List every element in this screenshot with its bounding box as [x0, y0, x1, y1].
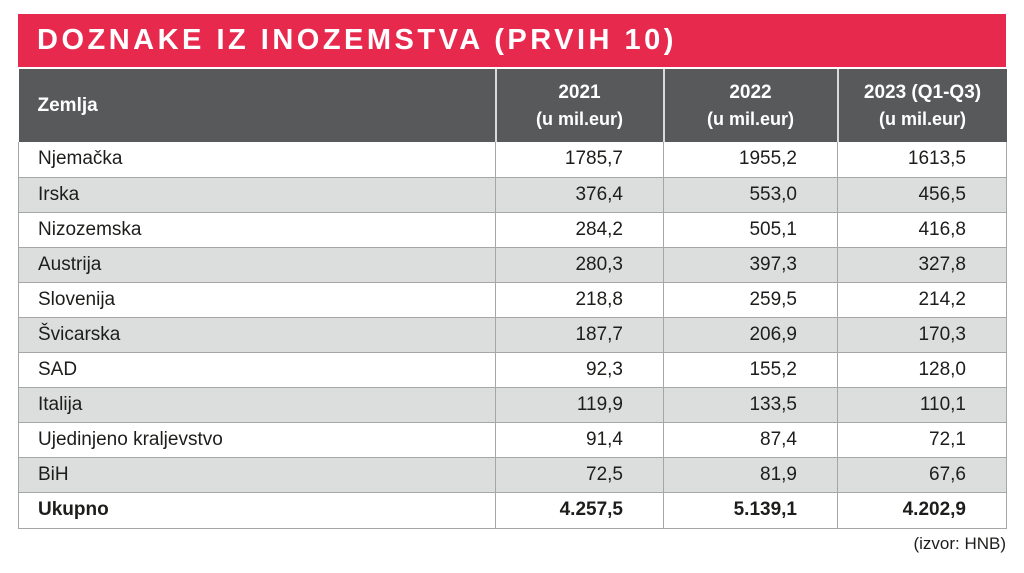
cell-2022: 87,4 — [663, 421, 838, 458]
cell-2023: 170,3 — [837, 316, 1007, 353]
table-row: SAD 92,3 155,2 128,0 — [18, 351, 1007, 388]
column-header-label: 2021 — [558, 81, 601, 103]
cell-country: Nizozemska — [18, 211, 496, 248]
header-row: Zemlja 2021 (u mil.eur) 2022 (u mil.eur)… — [18, 69, 1007, 142]
table-row: Italija 119,9 133,5 110,1 — [18, 386, 1007, 423]
cell-total-2022: 5.139,1 — [663, 491, 838, 529]
cell-2022: 133,5 — [663, 386, 838, 423]
cell-2021: 119,9 — [495, 386, 664, 423]
cell-2022: 155,2 — [663, 351, 838, 388]
cell-country: Slovenija — [18, 281, 496, 318]
source-note: (izvor: HNB) — [913, 534, 1006, 553]
cell-country: BiH — [18, 456, 496, 493]
cell-2023: 1613,5 — [837, 142, 1007, 178]
cell-2021: 376,4 — [495, 176, 664, 213]
cell-2023: 72,1 — [837, 421, 1007, 458]
cell-total-2021: 4.257,5 — [495, 491, 664, 529]
cell-2022: 206,9 — [663, 316, 838, 353]
cell-country: Švicarska — [18, 316, 496, 353]
title-bar: DOZNAKE IZ INOZEMSTVA (PRVIH 10) — [18, 14, 1006, 67]
total-row: Ukupno 4.257,5 5.139,1 4.202,9 — [18, 491, 1007, 529]
table-row: Slovenija 218,8 259,5 214,2 — [18, 281, 1007, 318]
table-row: Njemačka 1785,7 1955,2 1613,5 — [18, 142, 1007, 178]
cell-2023: 67,6 — [837, 456, 1007, 493]
column-header-label: 2023 (Q1-Q3) — [863, 81, 982, 103]
cell-2023: 416,8 — [837, 211, 1007, 248]
cell-2021: 284,2 — [495, 211, 664, 248]
cell-2022: 553,0 — [663, 176, 838, 213]
table-row: BiH 72,5 81,9 67,6 — [18, 456, 1007, 493]
table-row: Nizozemska 284,2 505,1 416,8 — [18, 211, 1007, 248]
column-header-label: Zemlja — [37, 94, 98, 116]
cell-2021: 92,3 — [495, 351, 664, 388]
cell-country: Njemačka — [18, 142, 496, 178]
table-body: Njemačka 1785,7 1955,2 1613,5 Irska 376,… — [18, 142, 1007, 529]
cell-country: Ujedinjeno kraljevstvo — [18, 421, 496, 458]
cell-2021: 91,4 — [495, 421, 664, 458]
cell-2021: 218,8 — [495, 281, 664, 318]
column-header-sublabel: (u mil.eur) — [706, 109, 794, 130]
cell-2021: 187,7 — [495, 316, 664, 353]
cell-2023: 456,5 — [837, 176, 1007, 213]
cell-2023: 327,8 — [837, 246, 1007, 283]
cell-country: SAD — [18, 351, 496, 388]
column-header-country: Zemlja — [18, 69, 496, 142]
cell-total-label: Ukupno — [18, 491, 496, 529]
cell-2021: 280,3 — [495, 246, 664, 283]
table-row: Irska 376,4 553,0 456,5 — [18, 176, 1007, 213]
cell-2022: 1955,2 — [663, 142, 838, 178]
cell-2022: 397,3 — [663, 246, 838, 283]
table-graphic: DOZNAKE IZ INOZEMSTVA (PRVIH 10) Zemlja … — [18, 14, 1007, 529]
cell-2023: 214,2 — [837, 281, 1007, 318]
column-header-2022: 2022 (u mil.eur) — [662, 69, 838, 142]
cell-2021: 72,5 — [495, 456, 664, 493]
cell-2022: 81,9 — [663, 456, 838, 493]
column-header-sublabel: (u mil.eur) — [535, 109, 623, 130]
cell-2022: 259,5 — [663, 281, 838, 318]
column-header-2021: 2021 (u mil.eur) — [494, 69, 664, 142]
table-row: Austrija 280,3 397,3 327,8 — [18, 246, 1007, 283]
cell-country: Irska — [18, 176, 496, 213]
table-header: Zemlja 2021 (u mil.eur) 2022 (u mil.eur)… — [18, 69, 1007, 142]
cell-2023: 110,1 — [837, 386, 1007, 423]
table-row: Ujedinjeno kraljevstvo 91,4 87,4 72,1 — [18, 421, 1007, 458]
column-header-2023: 2023 (Q1-Q3) (u mil.eur) — [836, 69, 1007, 142]
cell-2021: 1785,7 — [495, 142, 664, 178]
column-header-sublabel: (u mil.eur) — [878, 109, 966, 130]
cell-2023: 128,0 — [837, 351, 1007, 388]
cell-country: Italija — [18, 386, 496, 423]
table-row: Švicarska 187,7 206,9 170,3 — [18, 316, 1007, 353]
cell-2022: 505,1 — [663, 211, 838, 248]
cell-total-2023: 4.202,9 — [837, 491, 1007, 529]
cell-country: Austrija — [18, 246, 496, 283]
remittances-table: Zemlja 2021 (u mil.eur) 2022 (u mil.eur)… — [18, 69, 1007, 529]
page-title: DOZNAKE IZ INOZEMSTVA (PRVIH 10) — [37, 24, 677, 56]
column-header-label: 2022 — [729, 81, 772, 103]
